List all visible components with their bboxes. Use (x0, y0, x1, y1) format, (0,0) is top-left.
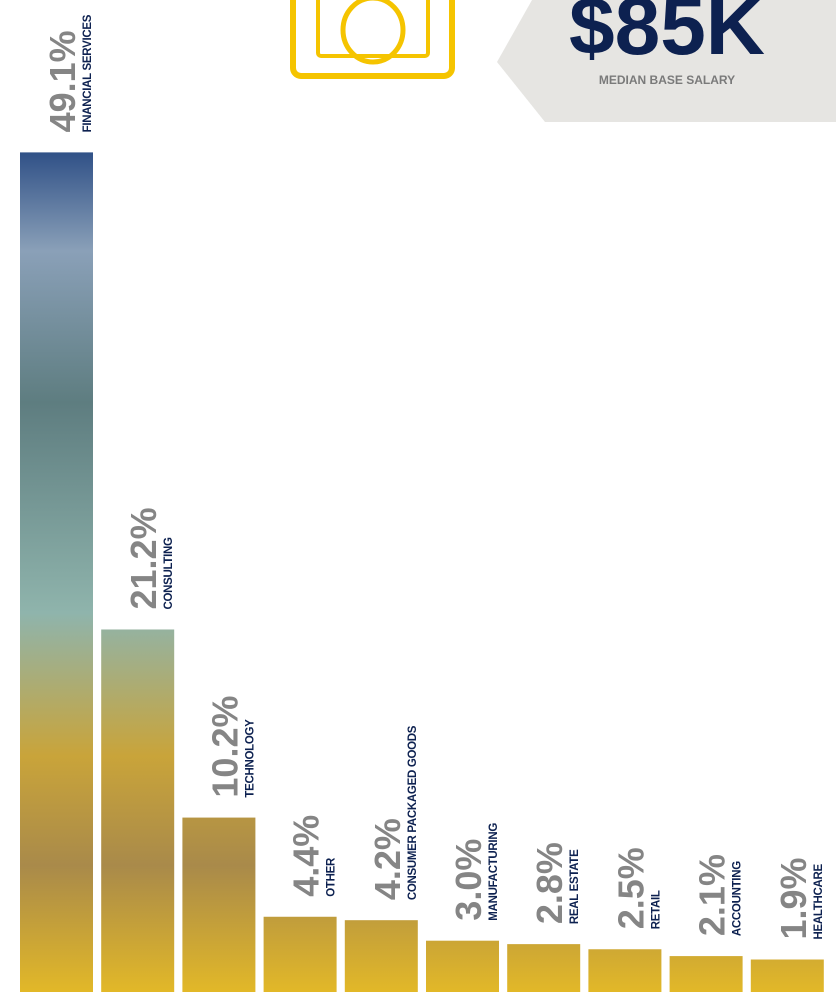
value-label: 4.2% (367, 818, 408, 900)
bar (588, 949, 662, 992)
bar (182, 817, 256, 992)
value-label: 2.8% (529, 842, 570, 924)
salary-value: $85K (569, 0, 765, 72)
bar (669, 956, 743, 992)
value-label: 4.4% (286, 815, 327, 897)
value-label: 21.2% (123, 507, 164, 609)
value-label: 2.1% (692, 854, 733, 936)
salary-label: MEDIAN BASE SALARY (599, 73, 735, 87)
category-label: FINANCIAL SERVICES (82, 14, 94, 132)
category-label: CONSUMER PACKAGED GOODS (407, 725, 419, 900)
category-label: ACCOUNTING (732, 861, 744, 936)
category-label: RETAIL (650, 890, 662, 929)
bar (101, 629, 175, 992)
bar (20, 152, 93, 992)
bar (344, 920, 418, 992)
value-label: 3.0% (448, 839, 489, 921)
bar (263, 916, 337, 992)
category-label: MANUFACTURING (488, 823, 500, 921)
category-label: TECHNOLOGY (244, 719, 256, 798)
value-label: 1.9% (773, 857, 814, 939)
salary-panel (497, 0, 836, 122)
category-label: REAL ESTATE (569, 849, 581, 924)
value-label: 2.5% (610, 847, 651, 929)
money-icon (290, 0, 455, 79)
category-label: OTHER (326, 857, 338, 897)
value-label: 10.2% (204, 696, 245, 798)
bar (750, 959, 824, 992)
value-label: 49.1% (42, 30, 83, 132)
bar (426, 940, 499, 992)
bar (507, 944, 581, 992)
category-label: HEALTHCARE (813, 864, 825, 940)
category-label: CONSULTING (163, 537, 175, 610)
